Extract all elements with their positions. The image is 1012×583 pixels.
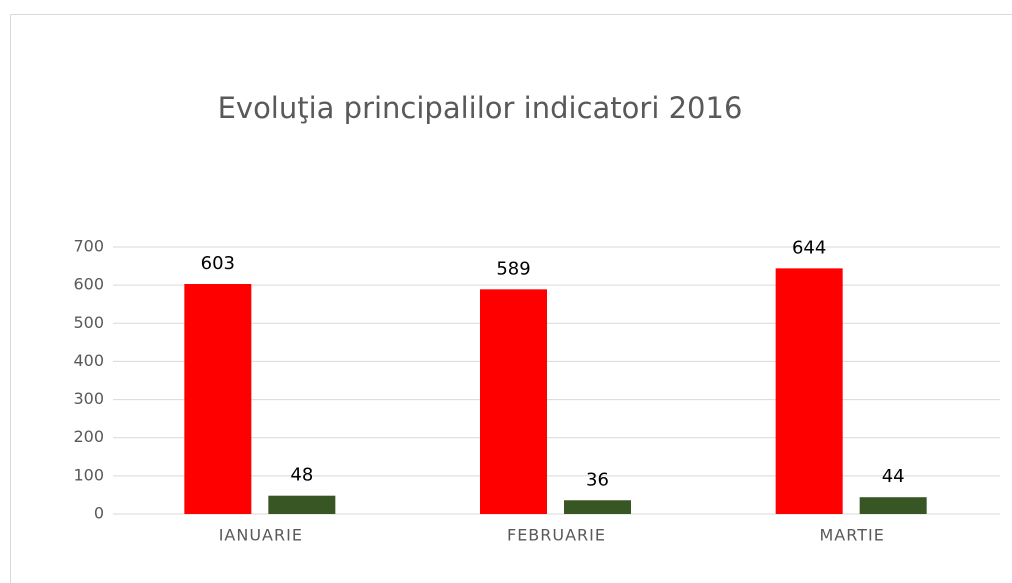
x-tick-label: MARTIE — [820, 526, 885, 545]
bar — [859, 497, 927, 514]
chart-title: Evoluţia principalilor indicatori 2016 — [218, 91, 743, 125]
y-tick-label: 200 — [73, 427, 104, 446]
y-tick-label: 500 — [73, 313, 104, 332]
x-tick-label: FEBRUARIE — [507, 526, 606, 545]
data-label: 44 — [882, 466, 905, 487]
data-label: 589 — [496, 258, 530, 279]
data-label: 36 — [586, 469, 609, 490]
data-label: 644 — [792, 237, 826, 258]
y-tick-label: 300 — [73, 389, 104, 408]
y-tick-label: 100 — [73, 465, 104, 484]
data-label: 48 — [290, 465, 313, 486]
data-label: 603 — [201, 253, 235, 274]
y-tick-label: 700 — [73, 237, 104, 256]
bar — [564, 500, 631, 514]
x-tick-label: IANUARIE — [219, 526, 303, 545]
bar — [480, 289, 547, 514]
bar — [775, 268, 843, 514]
y-tick-label: 600 — [73, 275, 104, 294]
y-tick-label: 400 — [73, 351, 104, 370]
y-tick-label: 0 — [94, 504, 104, 523]
bar — [268, 495, 336, 514]
bar — [184, 283, 252, 514]
